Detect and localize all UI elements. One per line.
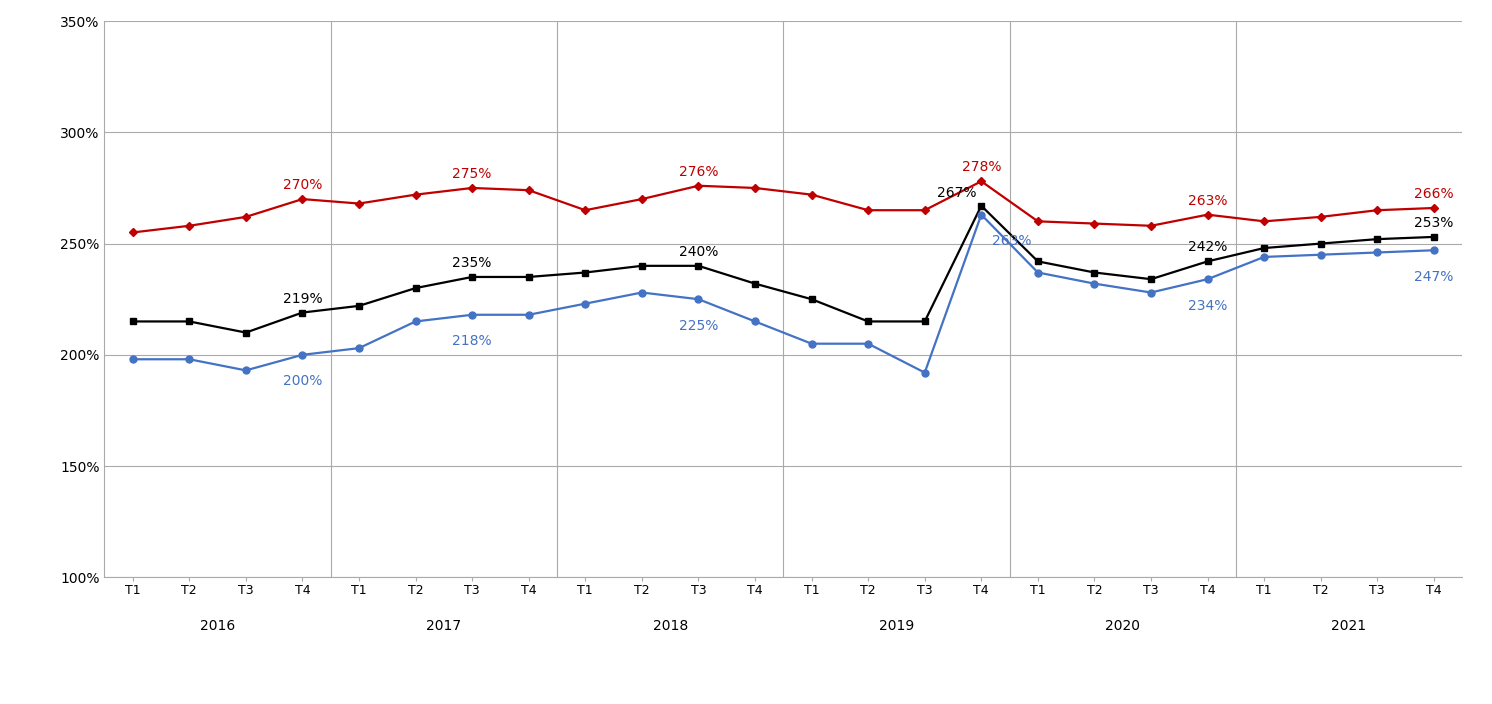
Text: 278%: 278% (961, 161, 1001, 175)
Text: 275%: 275% (452, 167, 492, 181)
Text: 263%: 263% (1188, 194, 1228, 208)
Text: 267%: 267% (937, 187, 976, 200)
Text: 225%: 225% (679, 319, 718, 333)
Text: 266%: 266% (1414, 187, 1453, 201)
Text: 276%: 276% (679, 165, 718, 179)
Text: 263%: 263% (992, 234, 1032, 248)
Text: 270%: 270% (283, 178, 322, 192)
Text: 247%: 247% (1414, 270, 1453, 284)
Text: 235%: 235% (452, 256, 492, 270)
Text: 253%: 253% (1414, 216, 1453, 230)
Text: 240%: 240% (679, 245, 718, 259)
Legend: Ensemble des organismes, Organismes vie et mixtes, Organismes non vie: Ensemble des organismes, Organismes vie … (373, 698, 1194, 704)
Text: 218%: 218% (452, 334, 492, 348)
Text: 219%: 219% (282, 291, 322, 306)
Text: 242%: 242% (1188, 241, 1228, 254)
Text: 234%: 234% (1188, 298, 1228, 313)
Text: 200%: 200% (283, 375, 322, 389)
